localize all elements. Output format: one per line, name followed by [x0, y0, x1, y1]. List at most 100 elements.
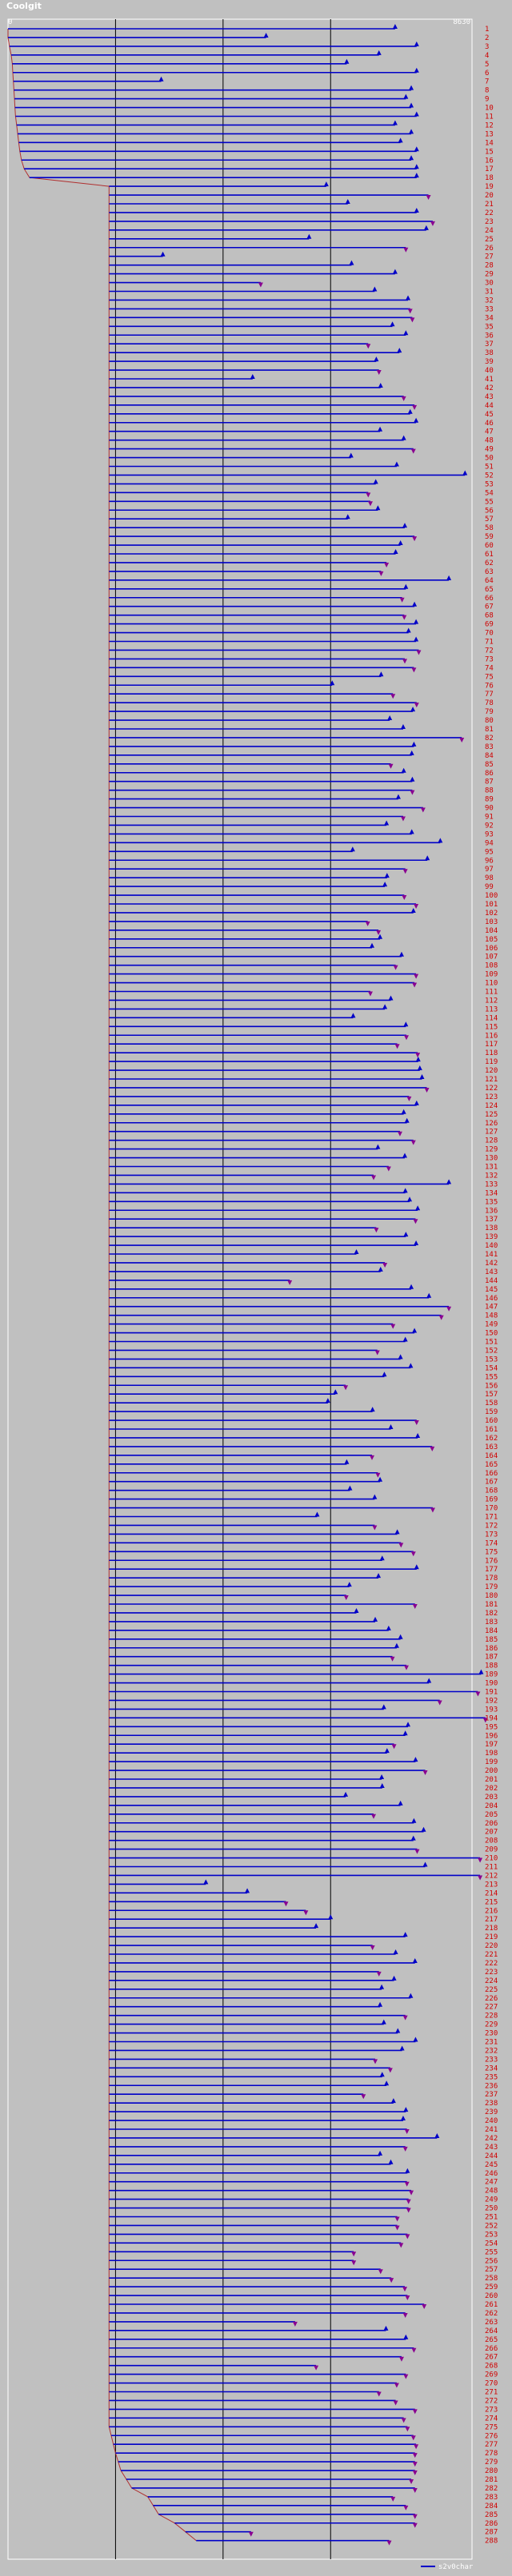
data-point-112 — [388, 995, 394, 1001]
row-label-93: 93 — [485, 830, 494, 838]
data-point-47 — [378, 426, 383, 432]
data-point-201 — [379, 1774, 385, 1779]
row-label-102: 102 — [485, 910, 498, 918]
row-label-260: 260 — [485, 2292, 498, 2300]
row-label-180: 180 — [485, 1592, 498, 1600]
data-point-91 — [400, 816, 406, 822]
data-point-21 — [345, 199, 350, 204]
data-point-239 — [403, 2107, 409, 2112]
data-point-200 — [422, 1770, 428, 1776]
data-point-92 — [384, 820, 390, 826]
data-point-145 — [409, 1284, 414, 1289]
data-point-125 — [401, 1109, 406, 1114]
data-point-152 — [374, 1350, 380, 1356]
data-point-172 — [372, 1525, 378, 1531]
data-point-34 — [410, 317, 415, 323]
data-point-135 — [407, 1196, 413, 1202]
row-label-103: 103 — [485, 918, 498, 926]
data-point-40 — [376, 370, 382, 376]
row-label-275: 275 — [485, 2423, 498, 2431]
row-label-267: 267 — [485, 2354, 498, 2362]
data-point-76 — [330, 680, 335, 686]
data-point-216 — [303, 1910, 309, 1916]
row-label-133: 133 — [485, 1181, 498, 1188]
row-label-115: 115 — [485, 1023, 498, 1031]
row-label-128: 128 — [485, 1137, 498, 1145]
row-label-56: 56 — [485, 507, 494, 515]
row-label-285: 285 — [485, 2511, 498, 2519]
row-label-177: 177 — [485, 1566, 498, 1574]
row-label-236: 236 — [485, 2082, 498, 2090]
data-point-206 — [411, 1818, 417, 1823]
data-point-253 — [405, 2234, 410, 2240]
data-point-183 — [373, 1616, 378, 1622]
data-point-32 — [406, 295, 411, 301]
data-point-250 — [406, 2208, 411, 2213]
data-point-50 — [348, 452, 354, 458]
data-point-234 — [387, 2068, 393, 2073]
row-label-225: 225 — [485, 1986, 498, 1994]
row-label-170: 170 — [485, 1505, 498, 1513]
row-label-222: 222 — [485, 1960, 498, 1968]
row-label-144: 144 — [485, 1277, 498, 1285]
row-label-12: 12 — [485, 121, 494, 129]
row-label-203: 203 — [485, 1794, 498, 1802]
row-label-268: 268 — [485, 2363, 498, 2371]
data-point-219 — [402, 1932, 408, 1937]
row-label-226: 226 — [485, 1995, 498, 2003]
data-point-186 — [394, 1642, 399, 1648]
data-point-261 — [422, 2304, 427, 2309]
row-label-15: 15 — [485, 148, 494, 156]
row-label-67: 67 — [485, 603, 494, 611]
data-point-130 — [402, 1153, 407, 1158]
row-label-68: 68 — [485, 612, 494, 620]
data-point-254 — [398, 2243, 404, 2248]
row-label-135: 135 — [485, 1198, 498, 1206]
row-label-17: 17 — [485, 165, 494, 173]
row-label-124: 124 — [485, 1102, 498, 1110]
data-point-49 — [410, 448, 416, 454]
row-label-76: 76 — [485, 682, 494, 690]
data-point-221 — [393, 1949, 398, 1954]
data-point-190 — [426, 1678, 432, 1683]
row-label-280: 280 — [485, 2467, 498, 2475]
row-label-71: 71 — [485, 639, 494, 647]
row-label-248: 248 — [485, 2188, 498, 2196]
row-label-178: 178 — [485, 1575, 498, 1583]
row-label-263: 263 — [485, 2319, 498, 2327]
row-label-283: 283 — [485, 2494, 498, 2502]
row-label-256: 256 — [485, 2257, 498, 2265]
data-point-104 — [376, 930, 382, 935]
row-label-134: 134 — [485, 1189, 498, 1197]
data-point-274 — [401, 2418, 406, 2423]
row-label-75: 75 — [485, 673, 494, 681]
data-point-5 — [344, 58, 350, 64]
data-point-114 — [350, 1013, 356, 1018]
data-point-174 — [398, 1543, 404, 1548]
data-point-257 — [378, 2269, 383, 2275]
data-point-131 — [386, 1166, 391, 1172]
data-point-226 — [408, 1993, 414, 1998]
data-point-248 — [409, 2190, 414, 2196]
data-point-271 — [376, 2391, 382, 2397]
row-label-64: 64 — [485, 577, 494, 585]
row-label-206: 206 — [485, 1820, 498, 1828]
row-label-37: 37 — [485, 340, 494, 348]
row-label-167: 167 — [485, 1479, 498, 1487]
row-label-269: 269 — [485, 2371, 498, 2379]
data-point-79 — [410, 707, 416, 712]
row-label-21: 21 — [485, 201, 494, 209]
data-point-31 — [372, 286, 378, 292]
row-label-126: 126 — [485, 1120, 498, 1128]
row-label-13: 13 — [485, 130, 494, 138]
data-point-144 — [287, 1280, 293, 1285]
row-label-238: 238 — [485, 2100, 498, 2108]
data-point-61 — [393, 549, 398, 554]
row-label-218: 218 — [485, 1925, 498, 1933]
row-label-200: 200 — [485, 1767, 498, 1775]
row-label-86: 86 — [485, 770, 494, 778]
data-point-60 — [398, 540, 403, 546]
data-point-279 — [412, 2462, 418, 2467]
row-label-141: 141 — [485, 1251, 498, 1259]
data-point-195 — [406, 1722, 411, 1727]
